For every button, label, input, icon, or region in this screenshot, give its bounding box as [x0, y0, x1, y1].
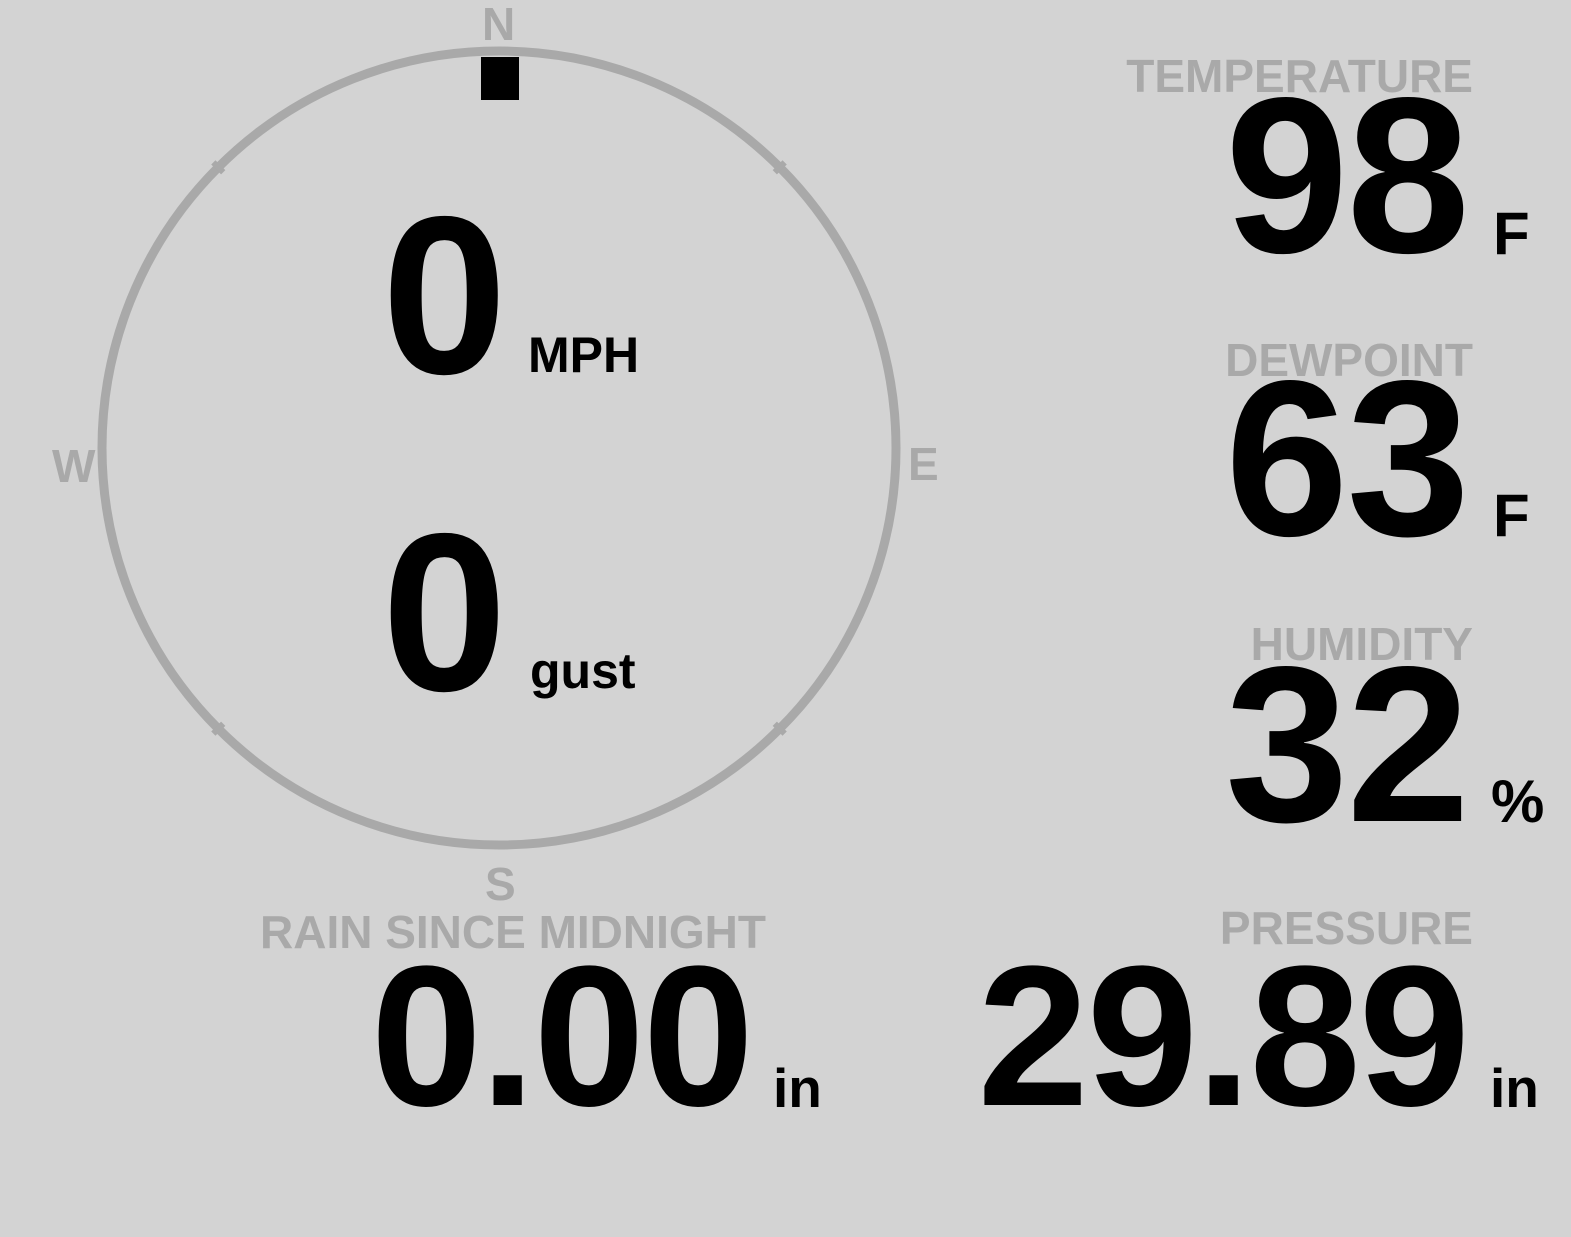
wind-speed-value: 0	[381, 169, 507, 421]
rain-label: RAIN SINCE MIDNIGHT	[260, 906, 766, 958]
rain-value: 0.00	[370, 925, 754, 1148]
humidity-unit: %	[1491, 768, 1545, 835]
humidity-label: HUMIDITY	[1250, 618, 1473, 670]
humidity-value: 32	[1225, 621, 1470, 869]
dewpoint-label: DEWPOINT	[1225, 334, 1473, 386]
wind-speed-unit: MPH	[528, 327, 640, 383]
wind-direction-marker	[481, 57, 519, 100]
dewpoint-unit: F	[1493, 482, 1530, 549]
compass-tick	[772, 160, 787, 175]
temperature-unit: F	[1493, 200, 1530, 267]
compass-north-label: N	[482, 0, 516, 50]
compass-tick	[211, 721, 226, 736]
pressure-unit: in	[1490, 1057, 1539, 1119]
temperature-value: 98	[1225, 52, 1470, 300]
compass-ring	[97, 46, 901, 850]
dewpoint-value: 63	[1225, 335, 1470, 583]
rain-unit: in	[773, 1057, 822, 1119]
pressure-label: PRESSURE	[1219, 902, 1473, 954]
compass-tick	[772, 721, 787, 736]
compass-south-label: S	[485, 858, 516, 910]
wind-gust-label: gust	[530, 643, 636, 699]
compass-west-label: W	[52, 440, 96, 492]
pressure-value: 29.89	[977, 925, 1470, 1148]
temperature-label: TEMPERATURE	[1126, 50, 1473, 102]
compass-tick	[211, 160, 226, 175]
wind-gust-value: 0	[381, 486, 507, 738]
compass-east-label: E	[908, 438, 939, 490]
